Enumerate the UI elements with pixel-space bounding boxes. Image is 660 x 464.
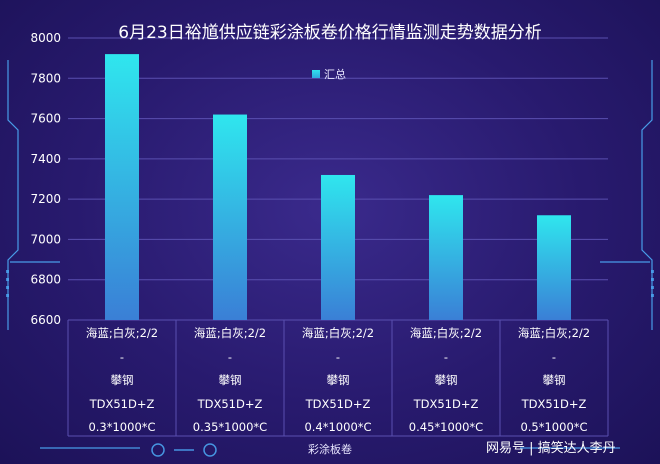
bars: [105, 54, 571, 321]
category-label: 海蓝;白灰;2/2 - 攀钢 TDX51D+Z 0.3*1000*C: [68, 322, 176, 440]
category-label-line: 海蓝;白灰;2/2: [517, 326, 591, 340]
watermark: 网易号 | 搞笑达人李丹: [486, 441, 616, 456]
category-label-line: -: [551, 349, 557, 364]
bar[interactable]: [429, 195, 463, 320]
category-label: 海蓝;白灰;2/2 - 攀钢 TDX51D+Z 0.35*1000*C: [176, 322, 284, 440]
legend-label: 汇总: [324, 68, 346, 81]
category-label-line: 海蓝;白灰;2/2: [409, 326, 483, 340]
y-tick-label: 7800: [30, 71, 61, 85]
category-label-line: 攀钢: [110, 373, 134, 387]
category-label-line: 攀钢: [326, 373, 350, 387]
category-label-line: 0.35*1000*C: [192, 420, 268, 434]
bar[interactable]: [321, 174, 355, 320]
y-tick-label: 6800: [30, 273, 61, 287]
y-tick-label: 7400: [30, 152, 61, 166]
bar[interactable]: [213, 114, 247, 321]
bar[interactable]: [537, 215, 571, 320]
y-tick-label: 7000: [30, 232, 61, 246]
category-label: 海蓝;白灰;2/2 - 攀钢 TDX51D+Z 0.4*1000*C: [284, 322, 392, 440]
legend-swatch: [312, 70, 320, 78]
category-label-line: 攀钢: [218, 373, 242, 387]
gridlines: [68, 37, 608, 321]
category-label-line: TDX51D+Z: [89, 396, 155, 411]
category-label-line: TDX51D+Z: [197, 396, 263, 411]
legend[interactable]: 汇总: [312, 66, 346, 82]
category-label-line: TDX51D+Z: [521, 396, 587, 411]
category-label-line: 攀钢: [434, 373, 458, 387]
category-label-line: -: [227, 349, 233, 364]
category-label: 海蓝;白灰;2/2 - 攀钢 TDX51D+Z 0.45*1000*C: [392, 322, 500, 440]
category-label-line: 0.5*1000*C: [520, 420, 588, 434]
category-label-line: 0.3*1000*C: [88, 420, 156, 434]
y-tick-label: 8000: [30, 31, 61, 45]
x-axis-label: 彩涂板卷: [308, 443, 352, 456]
y-axis-ticks: 8000 7800 7600 7400 7200 7000 6800 6600: [30, 31, 61, 327]
category-label: 海蓝;白灰;2/2 - 攀钢 TDX51D+Z 0.5*1000*C: [500, 322, 608, 440]
category-label-line: 海蓝;白灰;2/2: [301, 326, 375, 340]
category-label-line: -: [443, 349, 449, 364]
bar[interactable]: [105, 54, 139, 320]
chart-title: 6月23日裕馗供应链彩涂板卷价格行情监测走势数据分析: [118, 23, 542, 43]
y-tick-label: 7200: [30, 192, 61, 206]
category-label-line: 海蓝;白灰;2/2: [85, 326, 159, 340]
category-label-line: 0.4*1000*C: [304, 420, 372, 434]
category-label-line: 0.45*1000*C: [408, 420, 484, 434]
category-label-line: 攀钢: [542, 373, 566, 387]
y-tick-label: 7600: [30, 112, 61, 126]
category-label-line: TDX51D+Z: [305, 396, 371, 411]
y-tick-label: 6600: [30, 313, 61, 327]
category-label-line: TDX51D+Z: [413, 396, 479, 411]
category-label-line: -: [119, 349, 125, 364]
category-table-lines: [67, 320, 609, 437]
category-label-line: 海蓝;白灰;2/2: [193, 326, 267, 340]
category-label-line: -: [335, 349, 341, 364]
